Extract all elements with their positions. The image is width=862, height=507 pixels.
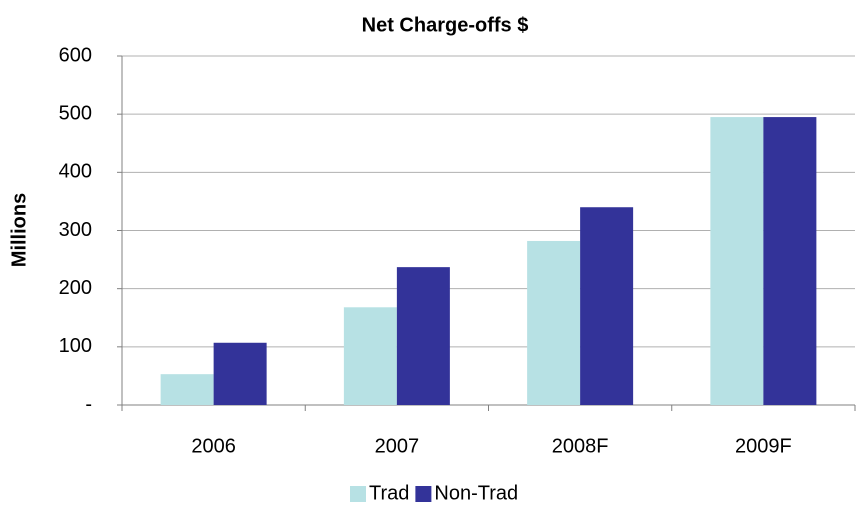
bar [580,207,634,405]
bar [763,117,817,405]
y-tick-label: 300 [59,219,92,241]
legend-label: Trad [369,482,409,504]
bar [710,117,764,405]
chart-title: Net Charge-offs $ [362,14,529,36]
legend-swatch [415,486,432,502]
x-tick-label: 2006 [191,435,236,457]
x-tick-label: 2009F [735,435,792,457]
legend-swatch [350,486,366,502]
bar [160,374,214,405]
y-tick-label: - [85,393,92,415]
y-axis-label: Millions [8,193,30,267]
legend-label: Non-Trad [434,482,518,504]
bar [343,307,397,405]
y-tick-label: 200 [59,277,92,299]
y-tick-label: 400 [59,161,92,183]
y-tick-label: 600 [59,44,92,66]
bar [527,240,581,405]
bar [396,267,450,405]
x-tick-label: 2008F [552,435,609,457]
y-tick-label: 500 [59,102,92,124]
x-tick-label: 2007 [375,435,420,457]
bar [213,342,267,405]
y-tick-label: 100 [59,335,92,357]
